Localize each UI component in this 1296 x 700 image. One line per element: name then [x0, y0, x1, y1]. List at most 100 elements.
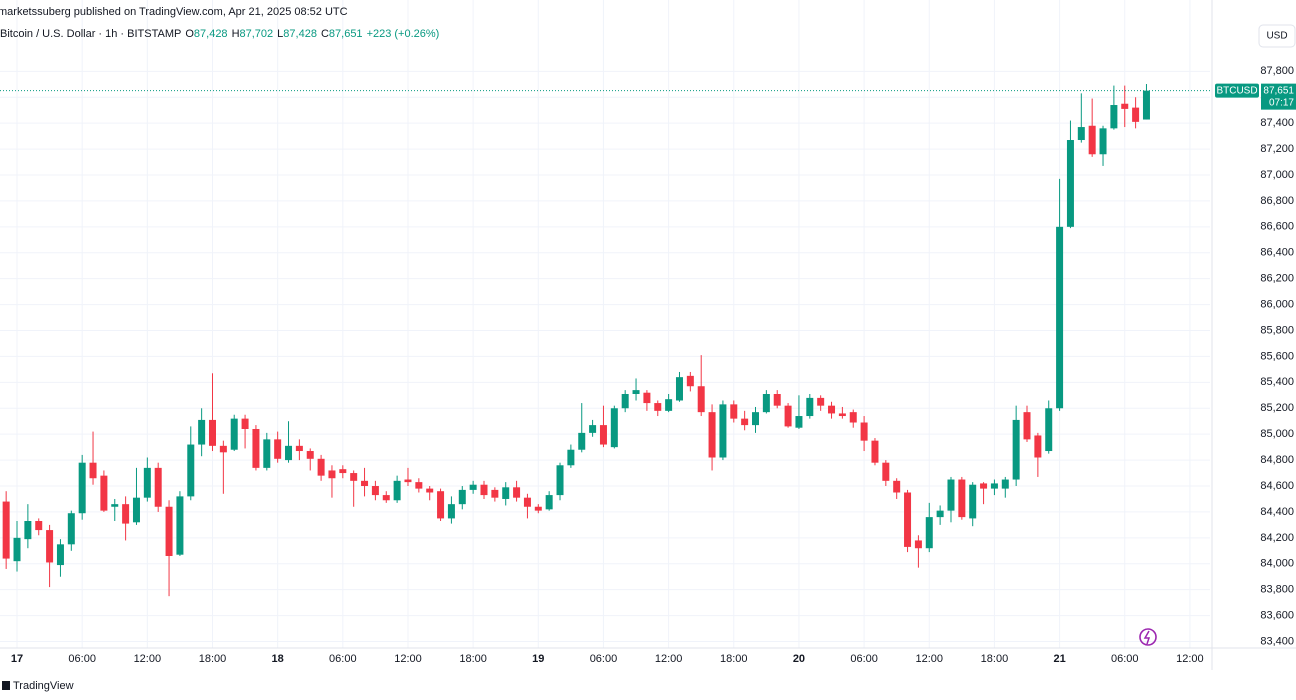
- candle-body: [860, 422, 868, 441]
- candle-body: [762, 394, 770, 413]
- x-tick-label: 06:00: [1111, 653, 1139, 665]
- x-tick-label: 18: [272, 653, 284, 665]
- candle-body: [415, 482, 423, 489]
- y-tick-label: 84,000: [1260, 558, 1294, 570]
- candle-body: [534, 506, 542, 511]
- x-tick-label: 12:00: [915, 653, 943, 665]
- x-tick-label: 12:00: [655, 653, 683, 665]
- candle-body: [295, 445, 303, 452]
- candle-body: [708, 412, 716, 458]
- candle-body: [697, 386, 705, 413]
- x-tick-label: 06:00: [590, 653, 618, 665]
- candle-body: [339, 469, 347, 474]
- currency-box[interactable]: [1258, 24, 1296, 48]
- ohlc-key: L: [277, 28, 283, 40]
- ohlc-key: H: [232, 28, 240, 40]
- candle-body: [24, 521, 32, 540]
- candle-body: [458, 489, 466, 505]
- candle-body: [871, 440, 879, 463]
- x-tick-label: 06:00: [850, 653, 878, 665]
- y-tick-label: 85,400: [1260, 376, 1294, 388]
- x-tick-label: 18:00: [459, 653, 487, 665]
- candle-body: [936, 510, 944, 518]
- candle-body: [556, 465, 564, 496]
- candle-body: [545, 495, 553, 510]
- candle-body: [1088, 125, 1096, 155]
- symbol-tag-text: BTCUSD: [1216, 85, 1257, 96]
- candle-body: [1012, 419, 1020, 480]
- ohlc-value: 87,651: [329, 28, 363, 40]
- candle-body: [752, 412, 760, 426]
- candle-body: [393, 480, 401, 501]
- candle-body: [56, 544, 64, 566]
- candle-body: [404, 479, 412, 483]
- currency: USD: [1266, 31, 1287, 42]
- x-tick-label: 18:00: [199, 653, 227, 665]
- y-tick-label: 83,600: [1260, 610, 1294, 622]
- candle-body: [599, 425, 607, 445]
- candle-body: [914, 540, 922, 549]
- candle-body: [665, 399, 673, 411]
- brand-logo: [2, 681, 10, 690]
- x-tick-label: 12:00: [1176, 653, 1204, 665]
- candle-body: [784, 405, 792, 427]
- symbol-tag: [1215, 83, 1259, 98]
- change: +223 (+0.26%): [367, 28, 440, 40]
- x-tick-label: 21: [1053, 653, 1065, 665]
- candle-body: [480, 484, 488, 496]
- candle-body: [165, 506, 173, 556]
- price-tag: [1261, 83, 1296, 110]
- candle-body: [806, 397, 814, 417]
- candle-body: [198, 419, 206, 445]
- candle-body: [675, 377, 683, 401]
- candle-body: [447, 504, 455, 519]
- candle-body: [925, 517, 933, 549]
- candle-body: [187, 444, 195, 497]
- y-tick-label: 86,600: [1260, 221, 1294, 233]
- candle-body: [13, 537, 21, 562]
- x-tick-label: 18:00: [720, 653, 748, 665]
- brand: TradingView: [13, 680, 74, 692]
- y-tick-label: 86,000: [1260, 298, 1294, 310]
- candle-body: [491, 489, 499, 498]
- candle-body: [958, 479, 966, 518]
- y-tick-label: 85,200: [1260, 402, 1294, 414]
- candle-body: [154, 467, 162, 507]
- candle-body: [437, 491, 445, 519]
- x-tick-label: 20: [793, 653, 805, 665]
- alert-icon: [1139, 628, 1157, 646]
- candle-body: [78, 462, 86, 514]
- candle-body: [132, 497, 140, 523]
- y-tick-label: 86,800: [1260, 195, 1294, 207]
- y-tick-label: 87,200: [1260, 143, 1294, 155]
- y-tick-label: 84,200: [1260, 532, 1294, 544]
- candle-body: [371, 486, 379, 496]
- candle-body: [100, 475, 108, 511]
- x-tick-label: 12:00: [134, 653, 162, 665]
- candle-body: [838, 413, 846, 417]
- candle-body: [1045, 408, 1053, 452]
- candle-body: [1110, 105, 1118, 129]
- candle-body: [46, 530, 54, 563]
- price-tag-text: 87,651: [1263, 85, 1294, 96]
- candle-body: [849, 412, 857, 423]
- y-tick-label: 87,400: [1260, 117, 1294, 129]
- ohlc-value: 87,702: [240, 28, 274, 40]
- candle-body: [1121, 103, 1129, 109]
- candle-body: [686, 375, 694, 387]
- candle-body: [263, 439, 271, 468]
- y-tick-label: 85,800: [1260, 324, 1294, 336]
- candle-body: [773, 394, 781, 406]
- candle-body: [1077, 127, 1085, 141]
- candle-body: [1132, 107, 1140, 122]
- candle-body: [252, 428, 260, 468]
- candle-body: [904, 492, 912, 547]
- candle-body: [621, 394, 629, 409]
- candle-body: [111, 504, 119, 507]
- candle-body: [1001, 479, 1009, 489]
- x-tick-label: 12:00: [394, 653, 422, 665]
- candle-body: [578, 432, 586, 450]
- candle-body: [730, 404, 738, 419]
- candle-body: [513, 487, 521, 498]
